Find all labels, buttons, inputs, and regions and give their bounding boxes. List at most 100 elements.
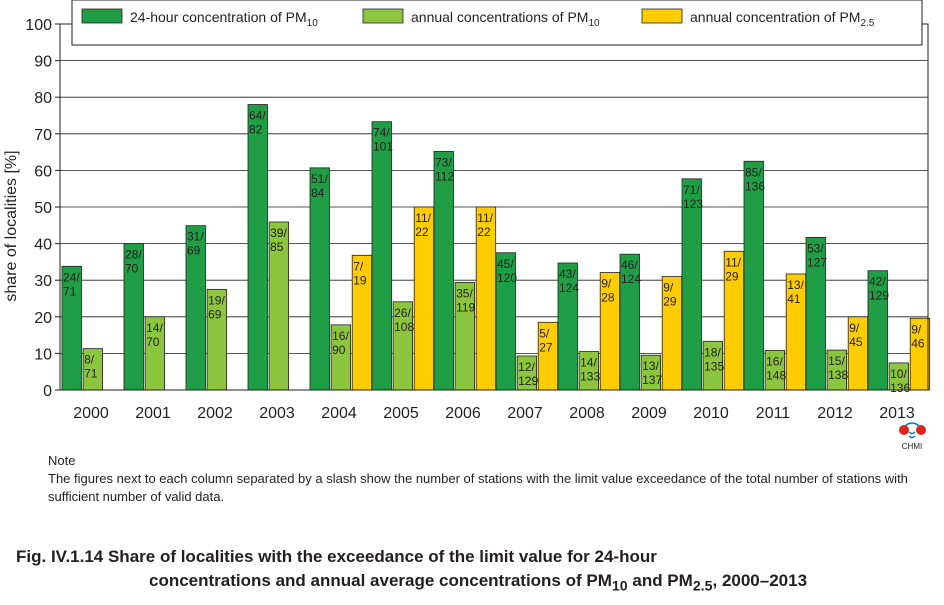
bar-data-label: 70 [125,262,139,276]
figure-caption-line-2: concentrations and annual average concen… [149,569,807,598]
bar-data-label: 7/ [353,259,364,273]
bar-data-label: 74/ [373,126,390,140]
caption-sub-2: 2.5 [692,578,713,595]
bar-data-label: 27 [539,340,553,354]
bar-data-label: 45 [849,335,863,349]
caption-sub-1: 10 [611,578,628,595]
bar-data-label: 135 [704,359,724,373]
bar-data-label: 51/ [311,172,328,186]
y-tick-label: 50 [34,200,52,217]
legend-entry-label: annual concentrations of PM10 [411,9,600,29]
bar-data-label: 9/ [911,322,922,336]
bar-data-label: 138 [828,368,848,382]
bar-data-label: 19/ [208,293,225,307]
legend-entry-subscript: 10 [307,18,319,29]
bar-data-label: 41 [787,292,801,306]
bar-data-label: 46/ [621,258,638,272]
bar-data-label: 15/ [828,354,845,368]
bar-data-label: 70 [146,335,160,349]
bar-data-label: 112 [435,169,454,183]
bar-data-label: 129 [518,374,538,388]
bar-data-label: 64/ [249,109,266,123]
bar-chart: 24/718/7128/7014/7031/6919/6964/8239/855… [3,0,931,450]
bar-data-label: 18/ [704,345,721,359]
bar-data-label: 5/ [539,326,550,340]
bar-data-label: 11/ [725,255,741,269]
bar-data-label: 46 [911,336,925,350]
x-tick-label: 2004 [321,405,357,422]
caption-text-a: concentrations and annual average concen… [149,571,612,590]
y-tick-label: 60 [34,163,52,180]
bar-data-label: 22 [477,225,491,239]
x-tick-label: 2012 [817,405,853,422]
y-tick-label: 90 [34,54,52,71]
bar-data-label: 119 [456,300,475,314]
bar-data-label: 16/ [766,354,783,368]
bar-data-label: 9/ [601,277,612,291]
y-axis-label: share of localities [%] [3,150,20,301]
y-tick-label: 20 [34,310,52,327]
bar-data-label: 8/ [84,353,95,367]
note: Note The figures next to each column sep… [48,452,933,506]
x-tick-label: 2003 [259,405,295,422]
x-tick-label: 2006 [445,405,481,422]
bar-data-label: 22 [415,225,429,239]
bar-data-label: 39/ [270,226,287,240]
bar-data-label: 71/ [683,183,700,197]
bar-data-label: 53/ [807,241,824,255]
bar-data-label: 136 [890,381,910,395]
bar-data-label: 43/ [559,267,576,281]
bar-data-label: 85 [270,240,284,254]
bar-data-label: 69 [187,244,201,258]
x-tick-label: 2002 [197,405,233,422]
bar-data-label: 19 [353,273,367,287]
bar-data-label: 45/ [497,257,514,271]
bar-data-label: 90 [332,343,346,357]
legend-entry-subscript: 2.5 [860,18,874,29]
bar-data-label: 11/ [415,211,431,225]
bar-data-label: 148 [766,368,786,382]
x-tick-label: 2011 [756,405,791,422]
note-text: The figures next to each column separate… [48,471,908,504]
bar-data-label: 24/ [63,270,80,284]
y-tick-label: 70 [34,127,52,144]
bar [743,160,764,391]
x-tick-label: 2013 [879,405,915,422]
x-tick-label: 2009 [631,405,667,422]
bar-data-label: 9/ [849,321,860,335]
x-tick-label: 2005 [383,405,419,422]
bar-data-label: 69 [208,307,222,321]
bar-data-label: 127 [807,255,827,269]
bar-data-label: 124 [621,272,641,286]
legend-swatch [362,8,404,24]
bar-data-label: 82 [249,123,263,137]
bar-data-label: 136 [745,179,765,193]
chmi-logo-text: CHMI [902,442,922,450]
y-tick-label: 80 [34,90,52,107]
bar-data-label: 9/ [663,281,674,295]
bars: 24/718/7128/7014/7031/6919/6964/8239/855… [61,104,931,395]
x-tick-label: 2001 [135,405,171,422]
x-tick-label: 2007 [507,405,543,422]
chmi-logo: CHMI [899,422,926,450]
legend-swatch [81,8,123,24]
note-title: Note [48,453,76,468]
bar-data-label: 84 [311,186,325,200]
bar-data-label: 28/ [125,248,142,262]
legend-entry-subscript: 10 [588,18,600,29]
y-tick-label: 40 [34,237,52,254]
caption-text-b: and PM [627,571,693,590]
bar-data-label: 31/ [187,230,204,244]
bar-data-label: 13/ [787,278,804,292]
legend-box [71,0,923,46]
bar [309,167,330,391]
bar-data-label: 26/ [394,306,411,320]
bar-data-label: 29 [663,295,677,309]
legend-entry-label: annual concentration of PM2.5 [690,9,875,29]
bar-data-label: 11/ [477,211,493,225]
x-tick-label: 2000 [73,405,109,422]
bar-data-label: 14/ [146,321,163,335]
bar-data-label: 35/ [456,286,473,300]
bar-data-label: 12/ [518,360,535,374]
bar-data-label: 124 [559,281,579,295]
